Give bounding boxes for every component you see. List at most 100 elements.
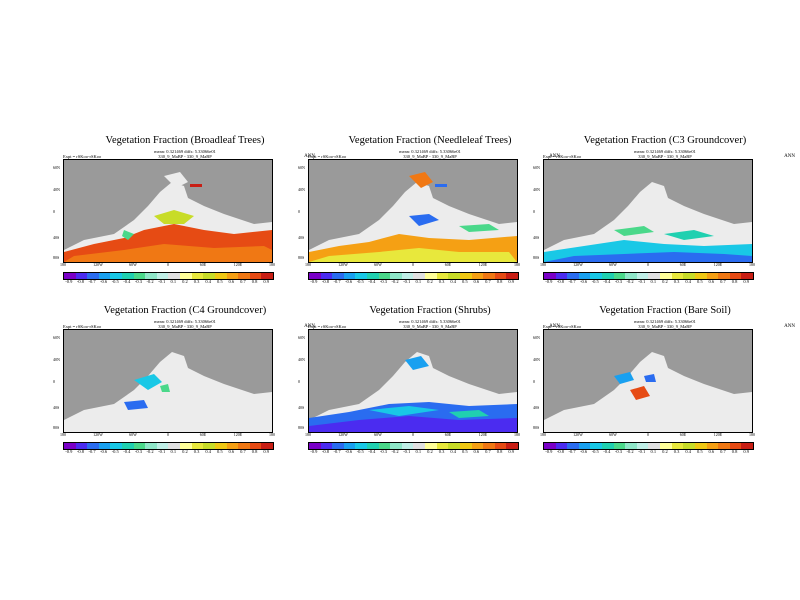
colorbar-swatch — [249, 443, 262, 449]
colorbar-swatch — [249, 273, 262, 279]
lon-label: 60W — [374, 262, 382, 267]
colorbar-label: -0.9 — [65, 449, 73, 454]
colorbar-label: 0.5 — [461, 279, 468, 284]
map-area — [308, 329, 518, 433]
colorbar-label: -0.5 — [356, 279, 364, 284]
colorbar-labels: -0.9 -0.8 -0.7 -0.6 -0.5 -0.4 -0.3 -0.2 -0.1 0.1 0… — [63, 449, 272, 457]
panel-title: Vegetation Fraction (Bare Soil) — [599, 305, 731, 316]
colorbar-label: 0.6 — [708, 279, 715, 284]
colorbar-swatch — [156, 273, 169, 279]
panel-stats: mean: 0.321469 diffs: 5.33066e01 — [154, 319, 216, 324]
colorbar-swatch — [459, 273, 472, 279]
colorbar-swatch — [494, 273, 507, 279]
colorbar-label: -0.3 — [614, 279, 623, 284]
colorbar-swatch — [741, 273, 753, 279]
colorbar-label: 0.1 — [415, 449, 422, 454]
colorbar-swatch — [590, 443, 603, 449]
lon-label: 120W — [338, 432, 348, 437]
colorbar-swatch — [378, 443, 391, 449]
season-label: ANN — [304, 154, 315, 159]
panel-title: Vegetation Fraction (C4 Groundcover) — [103, 305, 267, 316]
colorbar-swatch — [332, 443, 344, 449]
colorbar-labels: -0.9 -0.8 -0.7 -0.6 -0.5 -0.4 -0.3 -0.2 -0.1 0.1 0… — [543, 449, 752, 457]
colorbar-swatch — [648, 273, 661, 279]
colorbar-label: 0.1 — [170, 449, 177, 454]
lat-label: 60N — [298, 165, 305, 170]
colorbar-label: 0.6 — [473, 449, 480, 454]
lat-label: 80S — [53, 255, 60, 260]
lon-label: 120E — [713, 262, 723, 267]
colorbar-label: 0.9 — [508, 279, 514, 284]
panel-stats: mean: 0.321469 diffs: 5.33066e01 — [399, 149, 461, 154]
lon-label: 60W — [129, 432, 137, 437]
colorbar-label: 0.9 — [743, 279, 749, 284]
colorbar-label: -0.1 — [158, 449, 166, 454]
colorbar-label: 0.1 — [415, 279, 422, 284]
colorbar-swatch — [309, 443, 321, 449]
colorbar-label: -0.2 — [626, 279, 634, 284]
colorbar-label: 0.7 — [240, 279, 246, 284]
colorbar-swatch — [238, 443, 250, 449]
colorbar-label: -0.2 — [391, 279, 399, 284]
colorbar-label: -0.3 — [134, 449, 143, 454]
colorbar-swatch — [729, 443, 742, 449]
colorbar-swatch — [145, 443, 157, 449]
colorbar-label: 0.7 — [485, 279, 491, 284]
experiment-label: Expt = rSKoo-rSKoo — [63, 324, 102, 329]
colorbar-label: 0.2 — [427, 449, 433, 454]
colorbar-label: 0.3 — [673, 279, 680, 284]
colorbar-swatch — [309, 273, 321, 279]
run-label: 330_9_MaBP - 330_9_MaBP — [158, 324, 212, 329]
colorbar-label: 0.3 — [673, 449, 680, 454]
colorbar-swatch — [98, 273, 111, 279]
colorbar-label: -0.9 — [65, 279, 73, 284]
colorbar-label: 0.6 — [228, 279, 235, 284]
season-label: ANN — [784, 324, 795, 329]
colorbar-label: 0.5 — [461, 449, 468, 454]
colorbar-label: -0.4 — [123, 449, 131, 454]
lon-label: 180 — [305, 432, 311, 437]
colorbar-swatch — [343, 273, 356, 279]
lat-label: 60N — [53, 335, 60, 340]
lat-label: 80S — [298, 255, 305, 260]
lon-label: 0 — [167, 262, 169, 267]
colorbar-swatch — [555, 443, 568, 449]
colorbar-swatch — [544, 273, 556, 279]
colorbar-swatch — [706, 273, 719, 279]
colorbar-label: 0.6 — [708, 449, 715, 454]
colorbar-swatch — [122, 273, 134, 279]
colorbar-swatch — [110, 443, 123, 449]
colorbar-swatch — [425, 273, 437, 279]
colorbar-swatch — [64, 443, 76, 449]
lat-label: 40S — [53, 405, 60, 410]
lon-label: 180 — [514, 432, 520, 437]
colorbar-label: 0.7 — [240, 449, 246, 454]
colorbar-swatch — [355, 443, 368, 449]
colorbar-labels: -0.9 -0.8 -0.7 -0.6 -0.5 -0.4 -0.3 -0.2 -0.1 0.1 0… — [308, 449, 517, 457]
lat-label: 60N — [298, 335, 305, 340]
colorbar-swatch — [145, 273, 157, 279]
colorbar-swatch — [718, 273, 730, 279]
colorbar-swatch — [483, 443, 495, 449]
colorbar-label: 0.8 — [251, 279, 258, 284]
colorbar-label: 0.1 — [650, 449, 657, 454]
colorbar-swatch — [555, 273, 568, 279]
lon-label: 180 — [305, 262, 311, 267]
colorbar-label: 0.1 — [650, 279, 657, 284]
panel-stats: mean: 0.321469 diffs: 5.33066e01 — [154, 149, 216, 154]
colorbar — [63, 442, 274, 450]
lon-label: 60E — [679, 262, 687, 267]
colorbar-label: 0.7 — [485, 449, 491, 454]
colorbar-label: -0.7 — [88, 279, 96, 284]
run-label: 330_9_MaBP - 330_9_MaBP — [403, 154, 457, 159]
colorbar-swatch — [180, 273, 192, 279]
colorbar-label: -0.1 — [638, 449, 646, 454]
lon-label: 60E — [199, 262, 207, 267]
lon-label: 180 — [749, 262, 755, 267]
run-label: 330_9_MaBP - 330_9_MaBP — [638, 154, 692, 159]
colorbar-swatch — [694, 443, 707, 449]
colorbar-label: -0.3 — [379, 279, 388, 284]
colorbar-swatch — [660, 443, 672, 449]
colorbar-swatch — [413, 273, 426, 279]
lon-label: 0 — [412, 432, 414, 437]
